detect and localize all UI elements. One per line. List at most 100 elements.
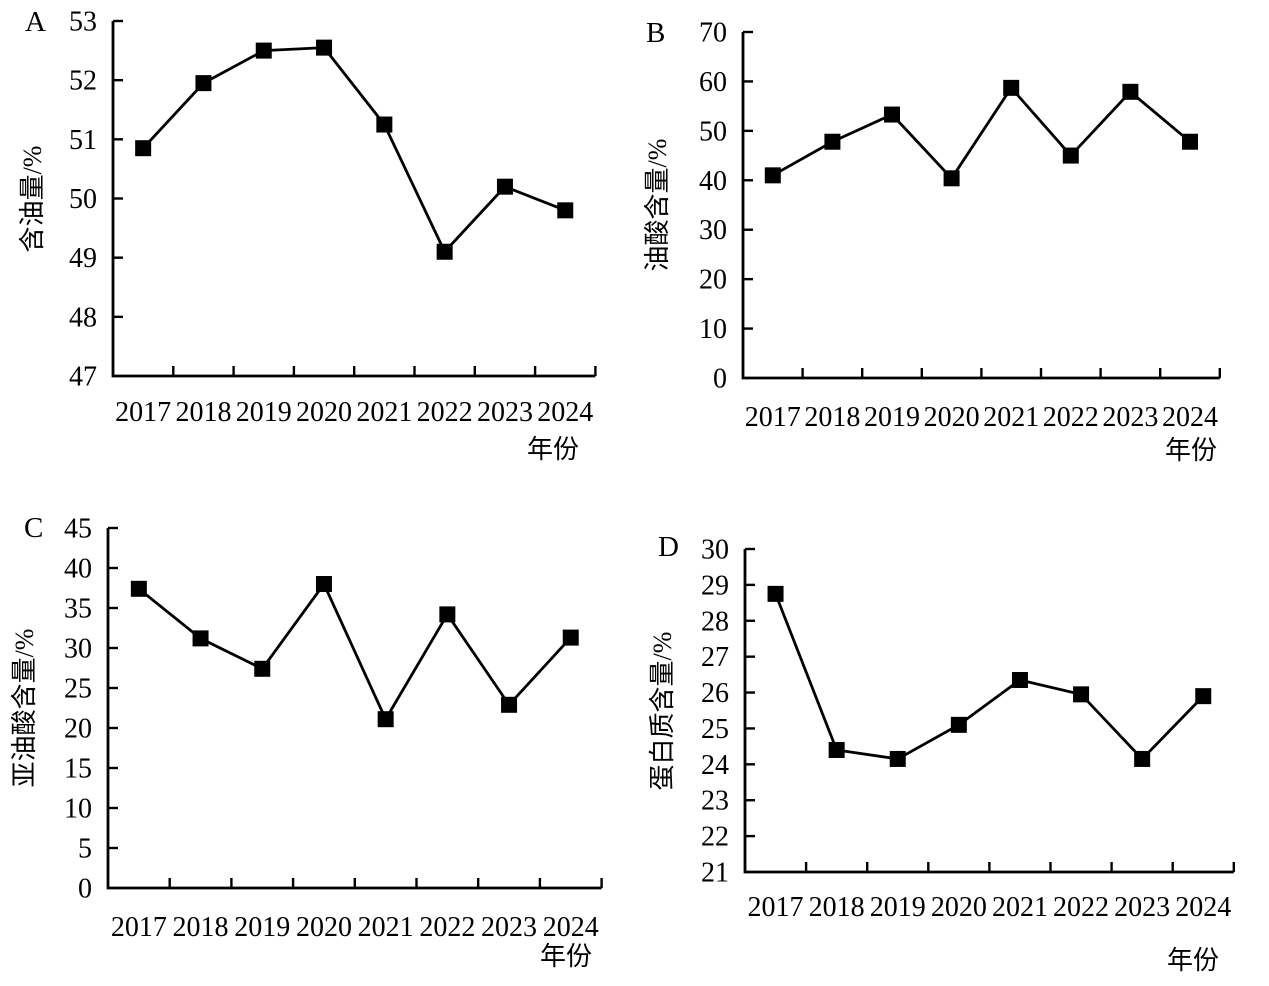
y-tick-label: 50 (69, 184, 97, 215)
x-tick-label: 2023 (1114, 892, 1170, 923)
data-point-marker (562, 629, 579, 646)
y-tick-label: 30 (699, 215, 727, 246)
y-tick-label: 25 (701, 714, 729, 745)
y-tick-label: 50 (699, 116, 727, 147)
data-point-marker (950, 716, 967, 733)
panel-letter-A: A (25, 6, 46, 38)
y-tick-label: 20 (64, 714, 92, 745)
data-point-marker (824, 133, 841, 150)
x-tick-label: 2021 (356, 397, 412, 428)
x-tick-label: 2018 (804, 402, 860, 433)
y-tick-label: 10 (699, 314, 727, 345)
y-tick-label: 24 (701, 750, 729, 781)
y-tick-label: 26 (701, 678, 729, 709)
data-point-marker (557, 202, 574, 219)
x-tick-label: 2023 (477, 397, 533, 428)
x-tick-label: 2020 (296, 912, 352, 943)
y-tick-label: 52 (69, 66, 97, 97)
chart-panel-B: B 0 10 20 30 40 50 60 70 2017 2018 2019 2020 2021 2022… (643, 17, 1222, 465)
x-tick-label: 2017 (745, 402, 801, 433)
y-tick-label: 35 (64, 594, 92, 625)
x-tick-label: 2020 (296, 397, 352, 428)
data-point-marker (255, 42, 272, 59)
data-point-marker (254, 660, 271, 677)
x-tick-label: 2023 (481, 912, 537, 943)
data-point-marker (764, 167, 781, 184)
x-axis-label: 年份 (1165, 436, 1217, 465)
x-tick-label: 2020 (931, 892, 987, 923)
x-tick-label: 2021 (992, 892, 1048, 923)
y-tick-label: 21 (701, 858, 729, 889)
y-tick-label: 70 (699, 18, 727, 49)
x-tick-label: 2022 (1053, 892, 1109, 923)
data-point-marker (1011, 671, 1028, 688)
y-tick-label: 15 (64, 754, 92, 785)
x-tick-label: 2019 (864, 402, 920, 433)
y-tick-label: 47 (69, 362, 97, 393)
y-tick-label: 0 (78, 874, 92, 905)
y-tick-label: 23 (701, 786, 729, 817)
panel-letter-B: B (646, 17, 665, 49)
data-point-marker (315, 576, 332, 592)
axis-line (111, 21, 596, 378)
data-point-marker (316, 39, 333, 56)
x-tick-label: 2023 (1102, 402, 1158, 433)
data-point-marker (889, 750, 906, 767)
data-point-marker (1195, 688, 1212, 705)
panel-letter-D: D (658, 531, 679, 563)
data-point-marker (377, 711, 394, 728)
y-axis-label: 油酸含量/% (643, 139, 672, 272)
y-tick-label: 25 (64, 674, 92, 705)
data-point-marker (192, 630, 209, 647)
data-point-marker (436, 243, 453, 260)
y-tick-label: 30 (701, 535, 729, 566)
data-point-marker (439, 606, 456, 623)
y-tick-label: 5 (78, 834, 92, 865)
y-tick-label: 28 (701, 606, 729, 637)
x-tick-label: 2020 (924, 402, 980, 433)
y-tick-label: 0 (713, 364, 727, 395)
data-point-marker (1182, 133, 1198, 150)
y-tick-label: 60 (699, 67, 727, 98)
x-tick-label: 2021 (358, 912, 414, 943)
x-tick-label: 2017 (115, 397, 171, 428)
x-axis-label: 年份 (1167, 946, 1219, 975)
data-point-marker (1003, 79, 1020, 96)
y-tick-label: 40 (699, 166, 727, 197)
y-tick-label: 30 (64, 634, 92, 665)
y-tick-label: 27 (701, 642, 729, 673)
data-point-marker (376, 116, 393, 133)
x-tick-label: 2018 (175, 397, 231, 428)
x-axis-label: 年份 (527, 435, 579, 464)
data-point-marker (496, 178, 513, 195)
axis-line (743, 549, 1234, 874)
y-tick-label: 49 (69, 243, 97, 274)
y-tick-label: 45 (64, 514, 92, 545)
y-axis-label: 亚油酸含量/% (10, 629, 39, 788)
x-tick-label: 2024 (1162, 402, 1218, 433)
x-tick-label: 2022 (417, 397, 473, 428)
y-tick-label: 20 (699, 265, 727, 296)
y-axis-label: 蛋白质含量/% (648, 632, 677, 791)
x-tick-label: 2018 (173, 912, 229, 943)
x-tick-label: 2019 (870, 892, 926, 923)
x-tick-label: 2019 (234, 912, 290, 943)
data-line (772, 85, 1191, 181)
x-tick-label: 2021 (983, 402, 1039, 433)
data-point-marker (130, 580, 147, 597)
x-tick-label: 2018 (809, 892, 865, 923)
axis-line (106, 528, 602, 890)
data-point-marker (767, 585, 784, 602)
axis-line (741, 32, 1220, 380)
y-tick-label: 22 (701, 822, 729, 853)
x-tick-label: 2019 (236, 397, 292, 428)
panel-letter-C: C (24, 512, 43, 544)
y-axis-label: 含油量/% (18, 146, 47, 253)
x-axis-label: 年份 (540, 942, 592, 971)
x-tick-label: 2024 (543, 912, 599, 943)
x-tick-label: 2024 (1175, 892, 1231, 923)
